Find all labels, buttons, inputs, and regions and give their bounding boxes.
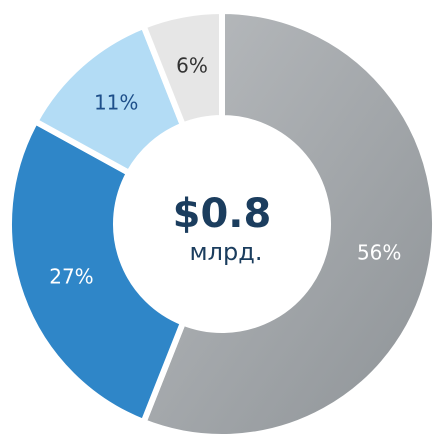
value-label: 27% [49, 265, 93, 289]
value-label: 11% [94, 90, 138, 114]
donut-segment [139, 7, 438, 440]
value-label: 56% [357, 240, 401, 264]
center-value: $0.8 [173, 191, 272, 237]
value-label: 6% [176, 53, 208, 77]
donut-segment [139, 7, 225, 130]
donut-segment [6, 117, 187, 426]
donut-hole [119, 121, 325, 327]
center-unit: млрд. [190, 238, 263, 266]
